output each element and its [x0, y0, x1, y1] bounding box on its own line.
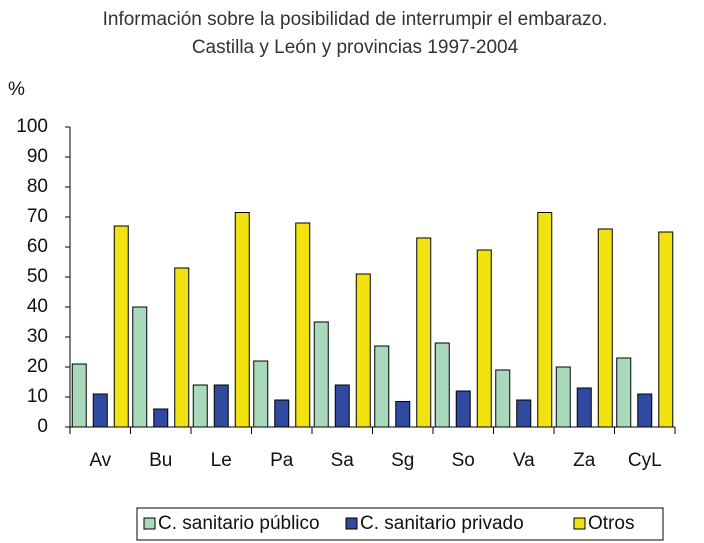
bar: [597, 228, 613, 428]
bar: [132, 306, 148, 428]
bar: [516, 399, 532, 428]
bar: [92, 393, 108, 428]
x-tick-label: Av: [89, 450, 111, 471]
bar: [637, 393, 653, 428]
bar: [213, 384, 229, 428]
bar: [295, 222, 311, 428]
bar: [153, 408, 169, 428]
legend-swatch: [345, 517, 358, 530]
y-tick-label: 10: [27, 386, 48, 407]
y-tick-label: 80: [27, 176, 48, 197]
bar: [253, 360, 269, 428]
bar: [374, 345, 390, 428]
x-tick-label: Za: [573, 450, 596, 471]
chart-title: Información sobre la posibilidad de inte…: [102, 9, 608, 58]
bar: [395, 401, 411, 428]
bar: [476, 249, 492, 428]
legend-label: Otros: [588, 513, 634, 534]
bar: [234, 212, 250, 428]
legend-swatch: [143, 517, 156, 530]
bar: [113, 225, 129, 428]
x-tick-label: Pa: [270, 450, 294, 471]
bar: [274, 399, 290, 428]
y-tick-label: 50: [27, 266, 48, 287]
y-axis-label: %: [8, 79, 25, 100]
bar: [555, 366, 571, 428]
bar: [434, 342, 450, 428]
bar: [455, 390, 471, 428]
bar: [537, 212, 553, 428]
y-tick-label: 40: [27, 296, 48, 317]
bar: [71, 363, 87, 428]
y-tick-label: 30: [27, 326, 48, 347]
y-tick-label: 60: [27, 236, 48, 257]
legend-label: C. sanitario privado: [360, 513, 524, 534]
x-tick-label: Sa: [331, 450, 355, 471]
y-tick-label: 100: [16, 116, 48, 137]
x-tick-label: Sg: [391, 450, 414, 471]
bar: [576, 387, 592, 428]
bar: [334, 384, 350, 428]
bar: [192, 384, 208, 428]
y-tick-label: 70: [27, 206, 48, 227]
x-tick-label: So: [452, 450, 475, 471]
legend-label: C. sanitario público: [158, 513, 320, 534]
bar: [616, 357, 632, 428]
x-tick-label: Va: [513, 450, 535, 471]
bar: [174, 267, 190, 428]
bar: [658, 231, 674, 428]
bar: [355, 273, 371, 428]
bar: [495, 369, 511, 428]
x-tick-label: CyL: [628, 450, 662, 471]
bar: [416, 237, 432, 428]
x-tick-label: Bu: [149, 450, 172, 471]
bar: [313, 321, 329, 428]
legend-swatch: [573, 517, 586, 530]
y-tick-label: 90: [27, 146, 48, 167]
y-tick-label: 20: [27, 356, 48, 377]
y-tick-label: 0: [37, 416, 48, 437]
x-tick-label: Le: [211, 450, 232, 471]
